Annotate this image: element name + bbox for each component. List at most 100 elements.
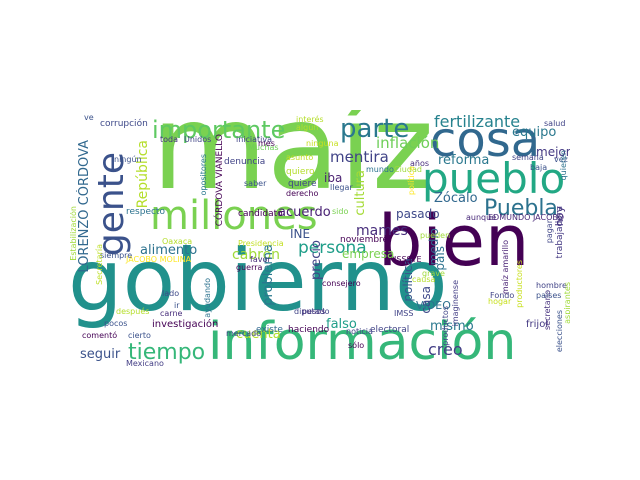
cloud-word: millones: [150, 193, 318, 239]
cloud-word: saber: [244, 179, 267, 188]
cloud-word: salud: [544, 119, 566, 128]
cloud-word: pueden: [420, 231, 451, 240]
cloud-word: seguir: [80, 347, 121, 362]
cloud-word: ninguna: [306, 139, 339, 148]
cloud-word: candidato: [238, 209, 283, 219]
cloud-word: favor: [250, 255, 271, 264]
cloud-word: mercado: [226, 329, 262, 338]
cloud-word: sido: [332, 207, 349, 216]
cloud-word: Estabilización: [70, 206, 78, 261]
cloud-word: años: [410, 159, 430, 168]
cloud-word: algún: [296, 123, 319, 132]
cloud-word: productos: [441, 306, 450, 346]
cloud-word: ningún: [114, 155, 142, 164]
cloud-word: parte: [340, 114, 410, 144]
cloud-word: cuenta: [236, 327, 281, 342]
cloud-word: siempre: [100, 251, 133, 260]
cloud-word: pocos: [104, 319, 128, 328]
cloud-word: política: [407, 166, 416, 196]
cloud-word: electoral: [370, 325, 410, 335]
cloud-word: imaginense: [451, 280, 460, 327]
cloud-word: Mexicano: [126, 359, 164, 368]
cloud-word: equipo: [512, 125, 557, 140]
cloud-word: lado: [162, 289, 180, 298]
cloud-word: hombre: [536, 281, 567, 290]
cloud-word: países: [536, 291, 562, 300]
cloud-word: maíz amarillo: [501, 240, 510, 295]
cloud-word: mejor: [536, 145, 570, 159]
cloud-word: INE: [290, 227, 311, 241]
cloud-word: respecto: [126, 207, 165, 217]
cloud-word: mames: [356, 223, 408, 239]
cloud-word: gente: [91, 152, 132, 257]
cloud-word: Unidos: [184, 135, 212, 144]
cloud-word: acuerdo: [278, 205, 331, 220]
cloud-word: denuncia: [224, 157, 266, 167]
cloud-word: pagar: [545, 220, 554, 244]
cloud-word: iba: [324, 171, 343, 185]
cloud-word: JACOBO MOLINA: [126, 255, 192, 264]
cloud-word: ISSSTE: [394, 255, 422, 264]
cloud-word: Fondo: [490, 291, 515, 300]
word-cloud: gobierno maíz información bien millones …: [70, 110, 570, 370]
cloud-word: falso: [326, 317, 357, 332]
cloud-word: quieren: [559, 150, 568, 181]
cloud-word: comentó: [82, 331, 118, 340]
cloud-word: alimento: [140, 243, 198, 258]
cloud-word: derecho: [286, 189, 319, 198]
cloud-word: baja: [530, 163, 548, 172]
cloud-word: Oaxaca: [162, 237, 193, 246]
cloud-word: creo: [428, 340, 463, 359]
cloud-word: fertilizante: [434, 112, 521, 131]
cloud-word: inflación: [376, 134, 440, 152]
cloud-word: cierto: [128, 331, 151, 340]
cloud-word: cultura: [353, 170, 368, 216]
cloud-word: mentira: [330, 148, 389, 166]
cloud-word: importante: [152, 116, 286, 144]
cloud-word: Zócalo: [434, 191, 478, 206]
cloud-word: asunto: [286, 153, 314, 162]
cloud-word: después: [116, 307, 150, 316]
cloud-word: semana: [512, 153, 544, 162]
cloud-word: productores: [515, 260, 524, 308]
cloud-word: mismo: [430, 319, 474, 334]
cloud-word: pasado: [396, 207, 440, 221]
cloud-word: opositores: [199, 154, 208, 196]
cloud-word: cabrón: [232, 247, 281, 263]
cloud-word: noviembre: [340, 235, 389, 245]
cloud-word: aspirantes: [563, 282, 570, 324]
cloud-word: existe: [256, 325, 283, 335]
cloud-word: mundo: [366, 165, 394, 174]
cloud-word: cosa: [430, 112, 541, 168]
cloud-word: hogar: [488, 297, 512, 306]
cloud-word: LORENZO CÓRDOVA: [77, 140, 92, 273]
cloud-word: IMSS: [394, 309, 414, 318]
cloud-word: Puebla: [484, 196, 558, 221]
cloud-word: problema: [261, 244, 276, 306]
cloud-word: CÓRDOVA VIANELLO: [215, 134, 225, 227]
cloud-word: consejero: [322, 279, 361, 288]
cloud-word: EDMUNDO JACOBO: [488, 213, 565, 222]
cloud-word: interés: [296, 115, 324, 124]
cloud-word: mes: [258, 139, 275, 148]
cloud-word: República: [135, 140, 151, 209]
cloud-word: aunque: [466, 213, 497, 222]
cloud-word: reforma: [438, 153, 490, 168]
cloud-word: empresa: [342, 247, 395, 261]
cloud-word: Presidencia: [238, 239, 284, 248]
cloud-word: sólo: [348, 341, 365, 350]
cloud-word: iniciativa: [236, 135, 273, 144]
cloud-word: noticia: [346, 327, 373, 336]
cloud-word: casa: [419, 286, 433, 314]
cloud-word: maíz: [152, 110, 434, 216]
cloud-word: llegar: [330, 183, 353, 192]
cloud-word: gobierno: [70, 231, 448, 331]
cloud-word: precio: [309, 240, 324, 281]
cloud-word: quiero: [286, 167, 315, 177]
cloud-word: información: [208, 312, 517, 370]
cloud-word: haciendo: [288, 325, 330, 335]
cloud-word: toda: [160, 135, 179, 144]
cloud-word: quiere: [288, 179, 317, 189]
cloud-word: bien: [378, 200, 530, 282]
cloud-word: persona: [298, 238, 367, 258]
